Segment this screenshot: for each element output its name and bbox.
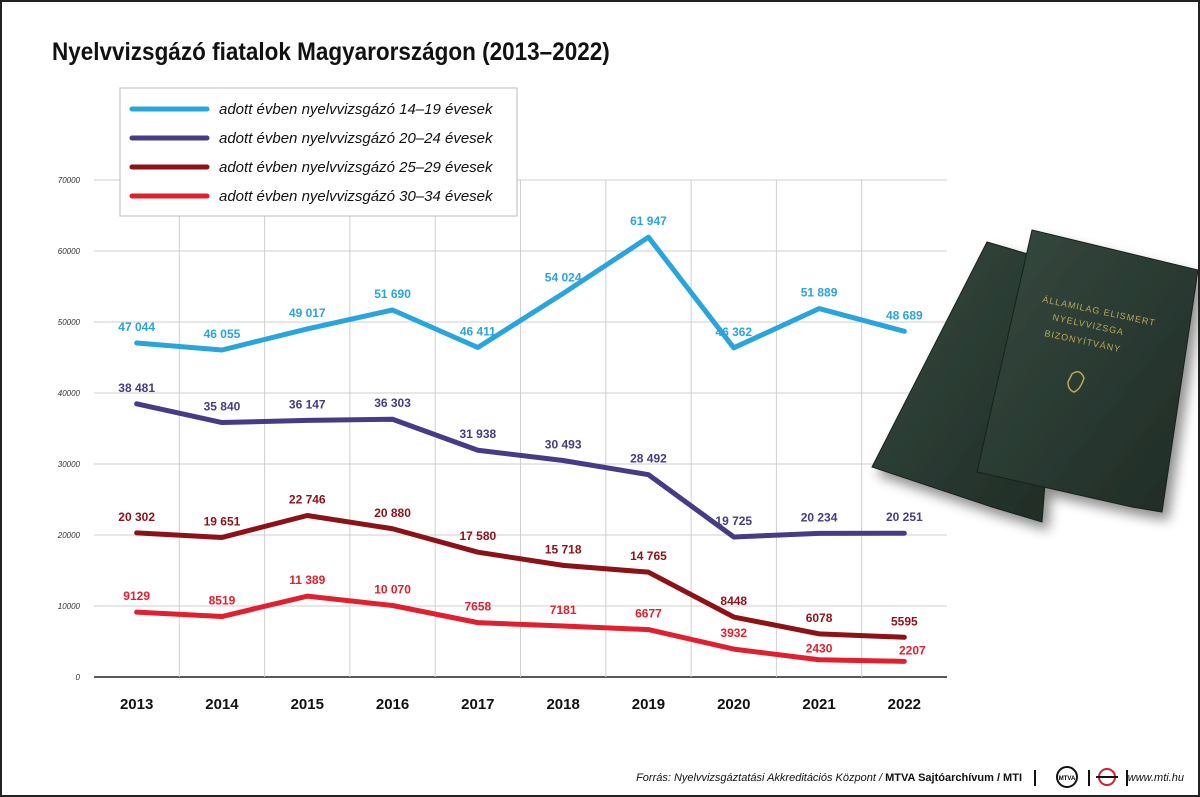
data-label: 46 362	[715, 325, 752, 339]
data-label: 36 147	[289, 397, 326, 411]
x-tick-label: 2016	[376, 696, 409, 713]
data-label: 6078	[806, 611, 833, 625]
mti-logo-icon	[1096, 768, 1118, 786]
data-labels: 47 044 46 055 49 017 51 690 46 411 54 024 61 9…	[118, 214, 926, 657]
data-label: 19 725	[715, 514, 752, 528]
x-tick-label: 2020	[717, 696, 750, 713]
x-tick-label: 2015	[291, 696, 324, 713]
data-label: 35 840	[204, 400, 241, 414]
y-tick-label: 40000	[58, 389, 81, 398]
x-tick-label: 2022	[888, 696, 921, 713]
data-label: 8519	[209, 594, 236, 608]
data-label: 7658	[464, 600, 491, 614]
series-line-2	[134, 401, 907, 540]
data-label: 2207	[899, 643, 926, 657]
data-label: 7181	[550, 603, 577, 617]
data-label: 61 947	[630, 214, 667, 228]
y-tick-label: 30000	[58, 460, 81, 469]
source-note: Forrás: Nyelvvizsgáztatási Akkreditációs…	[636, 772, 1022, 784]
data-label: 14 765	[630, 549, 667, 563]
data-label: 31 938	[459, 427, 496, 441]
data-label: 48 689	[886, 308, 923, 322]
data-label: 20 234	[801, 510, 838, 524]
coat-of-arms-icon	[1067, 371, 1085, 393]
data-label: 20 251	[886, 510, 923, 524]
y-tick-label: 20000	[57, 531, 81, 540]
data-label: 46 411	[460, 324, 496, 338]
data-label: 38 481	[118, 381, 155, 395]
series-line-4	[134, 593, 907, 664]
x-tick-label: 2017	[461, 696, 494, 713]
data-label: 17 580	[459, 529, 496, 543]
data-label: 51 889	[801, 286, 838, 300]
series-line-1	[134, 234, 907, 353]
data-label: 46 055	[204, 327, 241, 341]
legend-label: adott évben nyelvvizsgázó 25–29 évesek	[219, 159, 494, 176]
chart-title: Nyelvvizsgázó fiatalok Magyarországon (2…	[52, 38, 610, 66]
y-tick-label: 0	[76, 673, 81, 682]
footer-separator	[1034, 770, 1036, 786]
data-label: 19 651	[204, 514, 241, 528]
series-line-3	[134, 513, 907, 640]
x-axis: 2013 2014 2015 2016 2017 2018 2019 2020 2021 2022	[120, 696, 921, 713]
data-label: 3932	[720, 626, 747, 640]
legend-label: adott évben nyelvvizsgázó 14–19 évesek	[219, 101, 494, 118]
footer-separator	[1126, 770, 1128, 786]
x-tick-label: 2018	[546, 696, 579, 713]
data-label: 9129	[123, 589, 150, 603]
certificate-booklets-icon: ÁLLAMILAG ELISMERT NYELVVIZSGA BIZONYÍTV…	[871, 229, 1198, 523]
legend-label: adott évben nyelvvizsgázó 30–34 évesek	[219, 188, 494, 205]
source-text: Forrás: Nyelvvizsgáztatási Akkreditációs…	[636, 772, 886, 784]
data-label: 20 880	[374, 506, 411, 520]
data-label: 22 746	[289, 493, 326, 507]
data-label: 15 718	[545, 542, 582, 556]
series-lines	[134, 234, 907, 664]
data-label: 49 017	[289, 306, 326, 320]
y-axis: 0 10000 20000 30000 40000 50000 60000 70000	[57, 176, 81, 682]
x-tick-label: 2021	[802, 696, 835, 713]
footer-separator	[1088, 770, 1090, 786]
x-tick-label: 2019	[632, 696, 665, 713]
data-label: 20 302	[118, 510, 155, 524]
data-label: 51 690	[374, 287, 411, 301]
data-label: 54 024	[545, 270, 582, 284]
data-label: 28 492	[630, 452, 667, 466]
data-label: 30 493	[545, 437, 582, 451]
x-tick-label: 2014	[205, 696, 239, 713]
y-tick-label: 50000	[58, 318, 81, 327]
mtva-logo: MTVA	[1056, 766, 1078, 788]
legend: adott évben nyelvvizsgázó 14–19 évesek ad…	[119, 87, 518, 217]
footer: Forrás: Nyelvvizsgáztatási Akkreditációs…	[2, 762, 1198, 792]
data-label: 10 070	[374, 583, 411, 597]
booklet-front: ÁLLAMILAG ELISMERT NYELVVIZSGA BIZONYÍTV…	[976, 229, 1198, 513]
data-label: 5595	[891, 614, 918, 628]
data-label: 11 389	[289, 573, 325, 587]
y-tick-label: 60000	[58, 247, 81, 256]
source-agency: MTVA Sajtóarchívum / MTI	[885, 772, 1022, 784]
y-tick-label: 10000	[58, 602, 81, 611]
data-label: 47 044	[118, 320, 155, 334]
data-label: 8448	[720, 594, 747, 608]
data-label: 6677	[635, 607, 662, 621]
y-tick-label: 70000	[58, 176, 81, 185]
data-label: 2430	[806, 642, 833, 656]
data-label: 36 303	[374, 396, 411, 410]
legend-label: adott évben nyelvvizsgázó 20–24 évesek	[219, 130, 494, 147]
website-link[interactable]: www.mti.hu	[1127, 772, 1184, 784]
x-tick-label: 2013	[120, 696, 153, 713]
